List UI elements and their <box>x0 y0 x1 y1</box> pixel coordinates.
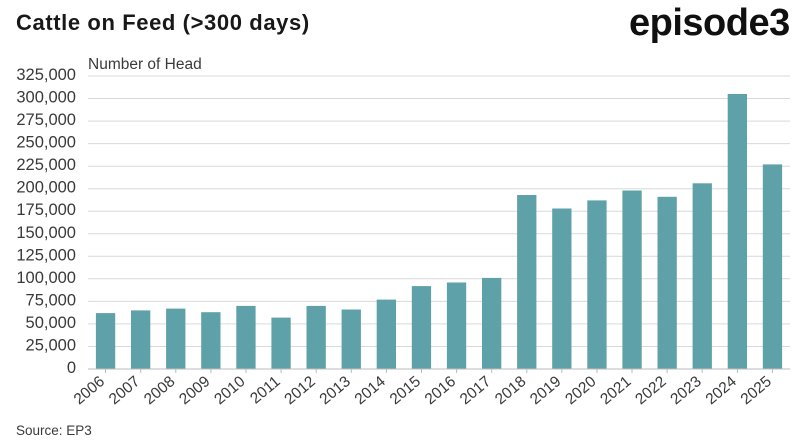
svg-text:2023: 2023 <box>667 373 704 408</box>
svg-text:25,000: 25,000 <box>26 337 76 355</box>
svg-text:2013: 2013 <box>317 373 354 408</box>
svg-text:2024: 2024 <box>703 373 741 408</box>
svg-text:2007: 2007 <box>106 373 143 408</box>
svg-text:2011: 2011 <box>247 373 283 407</box>
svg-text:2008: 2008 <box>141 373 178 408</box>
svg-text:2014: 2014 <box>352 373 390 408</box>
svg-text:2020: 2020 <box>562 373 600 408</box>
svg-text:275,000: 275,000 <box>16 111 76 129</box>
svg-text:175,000: 175,000 <box>16 201 76 219</box>
svg-text:200,000: 200,000 <box>16 179 76 197</box>
svg-text:2018: 2018 <box>492 373 529 408</box>
svg-text:2025: 2025 <box>738 373 775 408</box>
svg-text:2019: 2019 <box>527 373 564 408</box>
svg-text:2012: 2012 <box>281 373 318 408</box>
svg-text:0: 0 <box>67 359 76 377</box>
svg-text:2015: 2015 <box>387 373 424 408</box>
svg-text:2021: 2021 <box>597 373 634 408</box>
svg-text:2022: 2022 <box>632 373 669 408</box>
svg-text:75,000: 75,000 <box>26 291 76 309</box>
svg-text:2010: 2010 <box>211 373 249 408</box>
svg-text:125,000: 125,000 <box>16 246 76 264</box>
svg-text:100,000: 100,000 <box>16 269 76 287</box>
svg-text:300,000: 300,000 <box>16 89 76 107</box>
svg-text:2016: 2016 <box>422 373 459 408</box>
svg-text:225,000: 225,000 <box>16 156 76 174</box>
svg-text:250,000: 250,000 <box>16 134 76 152</box>
svg-text:150,000: 150,000 <box>16 224 76 242</box>
svg-text:325,000: 325,000 <box>16 66 76 84</box>
svg-text:2009: 2009 <box>176 373 213 408</box>
svg-text:2006: 2006 <box>71 373 108 408</box>
svg-text:2017: 2017 <box>457 373 494 408</box>
svg-text:50,000: 50,000 <box>26 314 76 332</box>
